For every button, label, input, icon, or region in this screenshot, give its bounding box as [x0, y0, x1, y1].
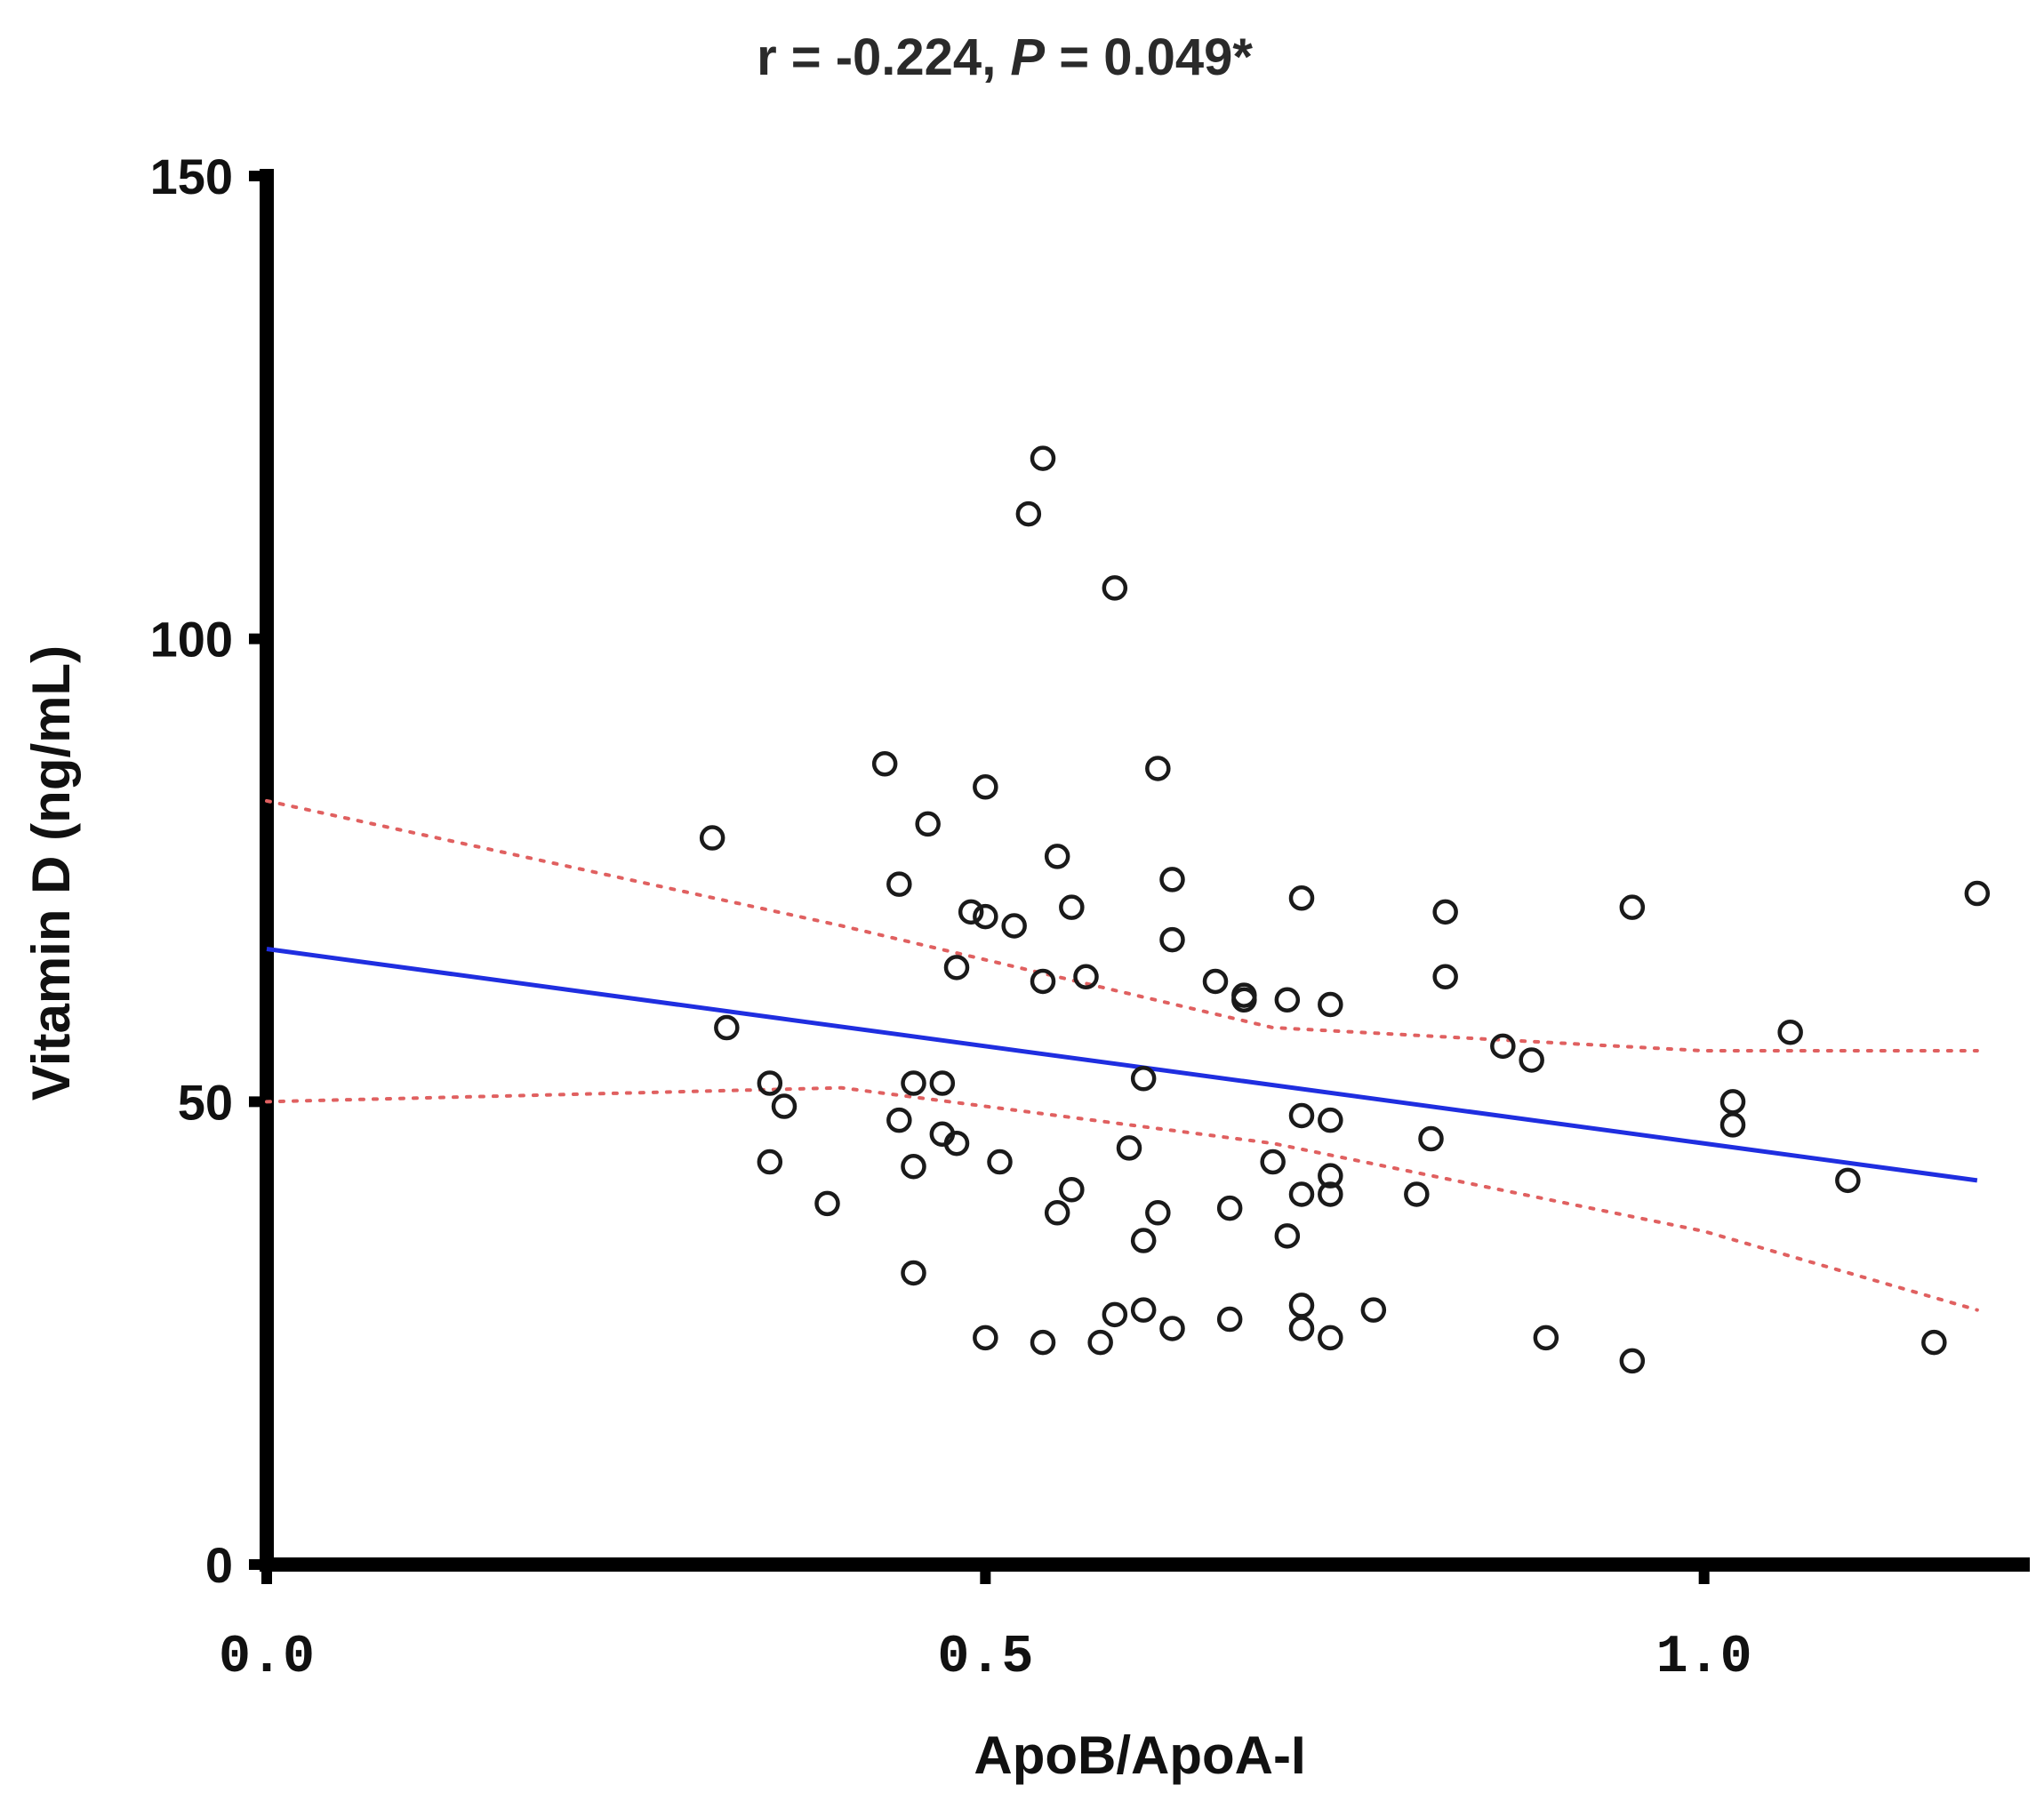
data-point: [1260, 1149, 1286, 1175]
data-point: [1318, 1325, 1343, 1351]
data-point: [973, 1325, 998, 1351]
data-point: [901, 1070, 926, 1096]
data-point: [1719, 1089, 1746, 1115]
data-point: [1159, 867, 1185, 892]
chart-title-p-symbol: P: [1010, 28, 1045, 86]
data-points: [699, 445, 1991, 1374]
data-point: [1318, 1181, 1343, 1207]
data-point: [871, 750, 898, 777]
data-point: [929, 1070, 956, 1096]
data-point: [1145, 1200, 1171, 1226]
data-point: [1102, 575, 1128, 601]
data-point: [1777, 1019, 1803, 1045]
data-point: [1533, 1325, 1559, 1351]
data-point: [1274, 987, 1301, 1013]
ci-upper-line: [265, 798, 1979, 1053]
data-point: [1044, 844, 1070, 869]
data-point: [943, 1130, 970, 1157]
x-tick-label: 0.0: [219, 1628, 315, 1688]
y-axis-ticks: 0 50 100 150: [150, 148, 267, 1593]
data-point: [1418, 1125, 1444, 1152]
data-point: [814, 1190, 840, 1217]
data-point: [1087, 1329, 1113, 1356]
data-point: [1318, 991, 1343, 1018]
data-point: [886, 871, 912, 897]
data-point: [1288, 1181, 1315, 1207]
data-point: [1159, 926, 1185, 953]
data-point: [915, 811, 941, 837]
y-tick-label: 50: [178, 1074, 233, 1130]
confidence-bands: [265, 798, 1979, 1312]
data-point: [1719, 1112, 1746, 1138]
data-point: [714, 1014, 740, 1041]
data-point: [886, 1107, 912, 1133]
data-point: [1145, 756, 1171, 781]
chart-title-suffix: = 0.049*: [1045, 28, 1253, 86]
data-point: [1030, 445, 1056, 471]
data-point: [1015, 500, 1042, 527]
data-point: [1318, 1163, 1343, 1189]
data-point: [1130, 1228, 1157, 1253]
regression-line: [266, 947, 1978, 1183]
data-point: [1288, 884, 1315, 911]
data-point: [901, 1260, 926, 1286]
data-point: [1216, 1195, 1243, 1221]
data-point: [1202, 968, 1229, 995]
data-point: [1432, 964, 1458, 990]
data-point: [1318, 1107, 1343, 1133]
data-point: [1274, 1223, 1301, 1249]
x-axis-ticks: 0.0 0.5 1.0: [219, 1565, 1752, 1688]
chart-title: r = -0.224, P = 0.049*: [757, 28, 1253, 86]
data-point: [1231, 987, 1257, 1013]
data-point: [1059, 894, 1085, 920]
data-point: [1964, 880, 1991, 907]
y-tick-label: 150: [150, 148, 233, 204]
data-point: [1030, 968, 1056, 995]
data-point: [1159, 1316, 1185, 1341]
data-point: [973, 903, 998, 930]
data-point: [1835, 1167, 1861, 1194]
data-point: [1490, 1033, 1516, 1060]
data-point: [1116, 1135, 1142, 1161]
ci-lower-line: [265, 1085, 1979, 1312]
data-point: [757, 1149, 783, 1175]
data-point: [1432, 899, 1458, 925]
data-point: [1360, 1297, 1387, 1323]
data-point: [1288, 1293, 1315, 1318]
data-point: [1216, 1306, 1243, 1333]
y-tick-label: 0: [205, 1537, 233, 1593]
data-point: [1288, 1316, 1315, 1341]
data-point: [1044, 1200, 1070, 1226]
data-point: [1030, 1329, 1056, 1356]
data-point: [987, 1149, 1013, 1175]
data-point: [757, 1070, 783, 1096]
data-point: [901, 1153, 926, 1180]
data-point: [699, 825, 725, 851]
x-tick-label: 1.0: [1656, 1628, 1752, 1688]
data-point: [1059, 1177, 1085, 1203]
data-point: [1288, 1102, 1315, 1129]
data-point: [1619, 1348, 1646, 1374]
data-point: [1102, 1301, 1128, 1328]
data-point: [958, 899, 984, 925]
chart-title-prefix: r = -0.224,: [757, 28, 1010, 86]
data-point: [973, 774, 998, 800]
y-axis-label: Vitamin D (ng/mL): [21, 645, 81, 1101]
x-tick-label: 0.5: [937, 1628, 1033, 1688]
data-point: [1619, 894, 1646, 920]
y-tick-label: 100: [150, 612, 233, 668]
data-point: [1519, 1047, 1544, 1073]
x-axis-label: ApoB/ApoA-I: [974, 1725, 1305, 1785]
data-point: [1073, 964, 1099, 990]
data-point: [1130, 1297, 1157, 1323]
data-point: [1404, 1181, 1430, 1207]
data-point: [1130, 1066, 1157, 1092]
data-point: [1001, 913, 1027, 939]
data-point: [943, 955, 970, 981]
data-point: [771, 1093, 798, 1119]
data-point: [1921, 1329, 1947, 1356]
